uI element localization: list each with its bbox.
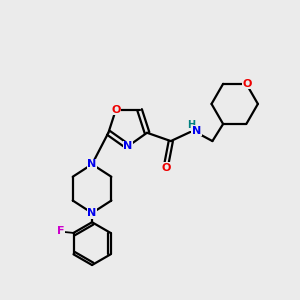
Text: N: N [87, 159, 97, 169]
Text: N: N [123, 141, 132, 152]
Text: O: O [162, 163, 171, 173]
Text: O: O [111, 105, 121, 115]
Text: F: F [57, 226, 65, 236]
Text: H: H [188, 120, 196, 130]
Text: N: N [192, 126, 201, 136]
Text: N: N [87, 208, 97, 218]
Text: O: O [242, 79, 252, 89]
